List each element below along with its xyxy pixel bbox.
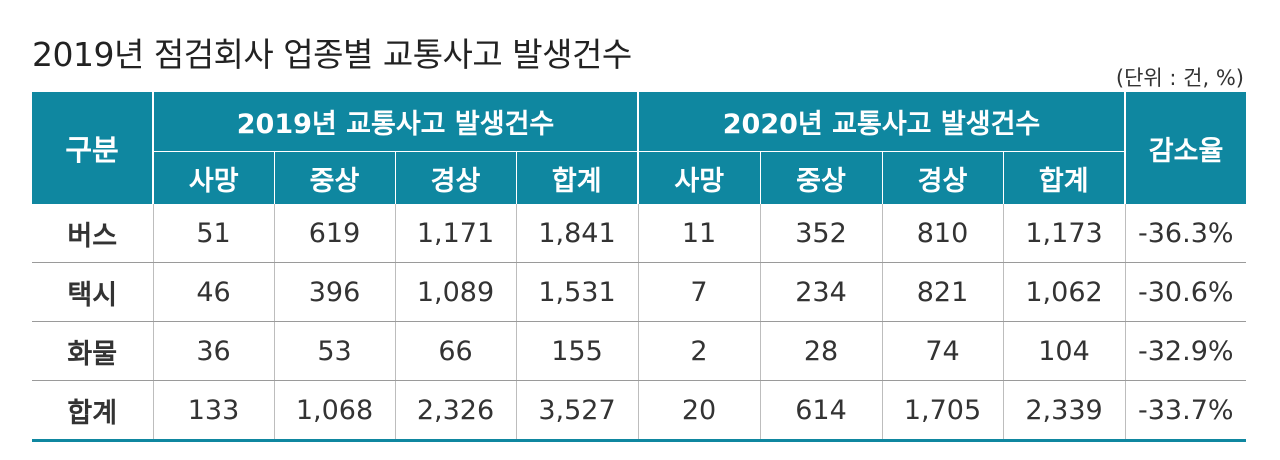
row-label-bus: 버스 [32, 204, 154, 263]
table-cell: 2,339 [1003, 380, 1126, 442]
table-cell: 53 [274, 321, 396, 381]
header-2020-total: 합계 [1003, 151, 1127, 204]
table-cell: 821 [882, 262, 1004, 322]
table-cell-rate: -32.9% [1125, 321, 1247, 381]
table-cell: 1,841 [516, 204, 639, 263]
table-cell: 11 [638, 204, 761, 263]
table-cell: 155 [516, 321, 639, 381]
header-row-groups: 구분 2019년 교통사고 발생건수 2020년 교통사고 발생건수 감소율 [32, 92, 1247, 204]
table-row: 택시 46 396 1,089 1,531 7 234 821 1,062 -3… [32, 262, 1247, 322]
header-2019-serious: 중상 [274, 151, 396, 204]
table-cell: 1,062 [1003, 262, 1126, 322]
header-2019-minor: 경상 [395, 151, 517, 204]
table-cell: 7 [638, 262, 761, 322]
header-2020-minor: 경상 [882, 151, 1004, 204]
header-2019-total: 합계 [516, 151, 640, 204]
table-cell: 66 [395, 321, 517, 381]
accident-table: 구분 2019년 교통사고 발생건수 2020년 교통사고 발생건수 감소율 사… [32, 92, 1247, 442]
table-cell: 36 [153, 321, 275, 381]
table-cell: 28 [760, 321, 883, 381]
table-cell: 20 [638, 380, 761, 442]
table-cell-rate: -36.3% [1125, 204, 1247, 263]
table-cell: 810 [882, 204, 1004, 263]
row-label-cargo: 화물 [32, 321, 154, 381]
table-cell: 352 [760, 204, 883, 263]
header-row-sub: 사망 중상 경상 합계 사망 중상 경상 합계 [32, 151, 1246, 204]
table-row: 버스 51 619 1,171 1,841 11 352 810 1,173 -… [32, 204, 1247, 263]
table-cell: 3,527 [516, 380, 639, 442]
unit-note: (단위 : 건, %) [1115, 66, 1244, 90]
header-2020-serious: 중상 [760, 151, 883, 204]
table-cell: 133 [153, 380, 275, 442]
table-cell: 1,705 [882, 380, 1004, 442]
table-cell: 614 [760, 380, 883, 442]
header-group-2019: 2019년 교통사고 발생건수 [153, 92, 640, 152]
table-cell: 2 [638, 321, 761, 381]
page-title: 2019년 점검회사 업종별 교통사고 발생건수 [32, 35, 632, 74]
table-cell: 1,171 [395, 204, 517, 263]
table-cell: 1,173 [1003, 204, 1126, 263]
table-cell-rate: -33.7% [1125, 380, 1247, 442]
header-category: 구분 [32, 92, 154, 204]
table-cell: 1,089 [395, 262, 517, 322]
table-cell: 1,068 [274, 380, 396, 442]
row-label-total: 합계 [32, 380, 154, 442]
table-cell: 51 [153, 204, 275, 263]
table-cell: 2,326 [395, 380, 517, 442]
table-cell: 619 [274, 204, 396, 263]
table-row: 화물 36 53 66 155 2 28 74 104 -32.9% [32, 321, 1247, 381]
table-cell: 396 [274, 262, 396, 322]
header-decrease-rate: 감소율 [1125, 92, 1247, 204]
table-cell: 234 [760, 262, 883, 322]
header-2020-death: 사망 [638, 151, 761, 204]
header-2019-death: 사망 [153, 151, 275, 204]
table-cell: 104 [1003, 321, 1126, 381]
row-label-taxi: 택시 [32, 262, 154, 322]
table-row-total: 합계 133 1,068 2,326 3,527 20 614 1,705 2,… [32, 380, 1247, 442]
table-cell-rate: -30.6% [1125, 262, 1247, 322]
table-cell: 1,531 [516, 262, 639, 322]
table-cell: 74 [882, 321, 1004, 381]
header-group-2020: 2020년 교통사고 발생건수 [638, 92, 1127, 152]
table-cell: 46 [153, 262, 275, 322]
